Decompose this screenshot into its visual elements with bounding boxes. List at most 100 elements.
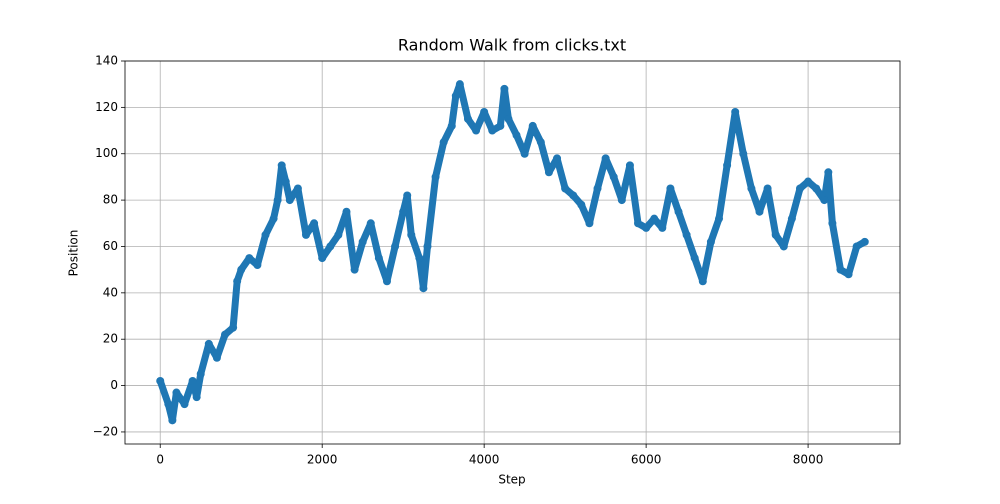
point <box>747 184 756 193</box>
point <box>585 219 594 228</box>
point <box>229 323 238 332</box>
point <box>172 388 181 397</box>
y-tick-label: 60 <box>103 239 118 253</box>
point <box>188 376 197 385</box>
point <box>318 254 327 263</box>
point <box>658 223 667 232</box>
point <box>739 149 748 158</box>
y-tick-label: 0 <box>110 378 118 392</box>
point <box>650 214 659 223</box>
point <box>617 196 626 205</box>
point <box>500 84 509 93</box>
point <box>860 237 869 246</box>
point <box>569 191 578 200</box>
point <box>419 284 428 293</box>
point <box>196 369 205 378</box>
point <box>804 177 813 186</box>
y-tick-label: −20 <box>93 424 118 438</box>
x-tick-label: 6000 <box>631 453 662 467</box>
point <box>763 184 772 193</box>
point <box>820 196 829 205</box>
y-tick-label: 100 <box>95 146 118 160</box>
point <box>168 416 177 425</box>
point <box>674 207 683 216</box>
point <box>164 400 173 409</box>
y-tick-label: 40 <box>103 285 118 299</box>
point <box>399 207 408 216</box>
x-axis-label: Step <box>498 473 525 487</box>
point <box>156 376 165 385</box>
point <box>512 131 521 140</box>
point <box>771 230 780 239</box>
point <box>488 126 497 135</box>
point <box>828 219 837 228</box>
point <box>812 184 821 193</box>
point <box>261 230 270 239</box>
point <box>342 207 351 216</box>
point <box>553 154 562 163</box>
x-tick-label: 8000 <box>793 453 824 467</box>
point <box>544 168 553 177</box>
point <box>310 219 319 228</box>
point <box>273 196 282 205</box>
point <box>625 161 634 170</box>
point <box>824 168 833 177</box>
point <box>233 277 242 286</box>
point <box>391 242 400 251</box>
point <box>237 265 246 274</box>
point <box>706 237 715 246</box>
point <box>382 277 391 286</box>
point <box>423 242 432 251</box>
point <box>715 214 724 223</box>
point <box>496 121 505 130</box>
point <box>561 184 570 193</box>
point <box>698 277 707 286</box>
point <box>326 242 335 251</box>
point <box>593 184 602 193</box>
point <box>520 149 529 158</box>
point <box>480 108 489 117</box>
point <box>374 254 383 263</box>
point <box>212 353 221 362</box>
point <box>836 265 845 274</box>
point <box>431 172 440 181</box>
y-tick-label: 20 <box>103 332 118 346</box>
point <box>795 184 804 193</box>
point <box>455 80 464 89</box>
point <box>277 161 286 170</box>
point <box>779 242 788 251</box>
point <box>666 184 675 193</box>
point <box>439 138 448 147</box>
x-tick-label: 2000 <box>307 453 338 467</box>
y-tick-label: 80 <box>103 193 118 207</box>
point <box>682 230 691 239</box>
point <box>601 154 610 163</box>
chart-title: Random Walk from clicks.txt <box>398 36 626 55</box>
point <box>536 138 545 147</box>
point <box>642 223 651 232</box>
point <box>504 114 513 123</box>
point <box>472 126 481 135</box>
point <box>281 177 290 186</box>
y-tick-label: 120 <box>95 100 118 114</box>
y-axis-label: Position <box>67 230 81 277</box>
point <box>451 91 460 100</box>
point <box>366 219 375 228</box>
y-tick-label: 140 <box>95 54 118 68</box>
point <box>180 400 189 409</box>
point <box>192 393 201 402</box>
point <box>577 200 586 209</box>
x-tick-label: 4000 <box>469 453 500 467</box>
point <box>463 114 472 123</box>
point <box>403 191 412 200</box>
point <box>755 207 764 216</box>
point <box>634 219 643 228</box>
point <box>844 270 853 279</box>
point <box>285 196 294 205</box>
point <box>609 172 618 181</box>
point <box>269 214 278 223</box>
point <box>245 254 254 263</box>
plot-frame <box>124 60 901 445</box>
point <box>407 230 416 239</box>
